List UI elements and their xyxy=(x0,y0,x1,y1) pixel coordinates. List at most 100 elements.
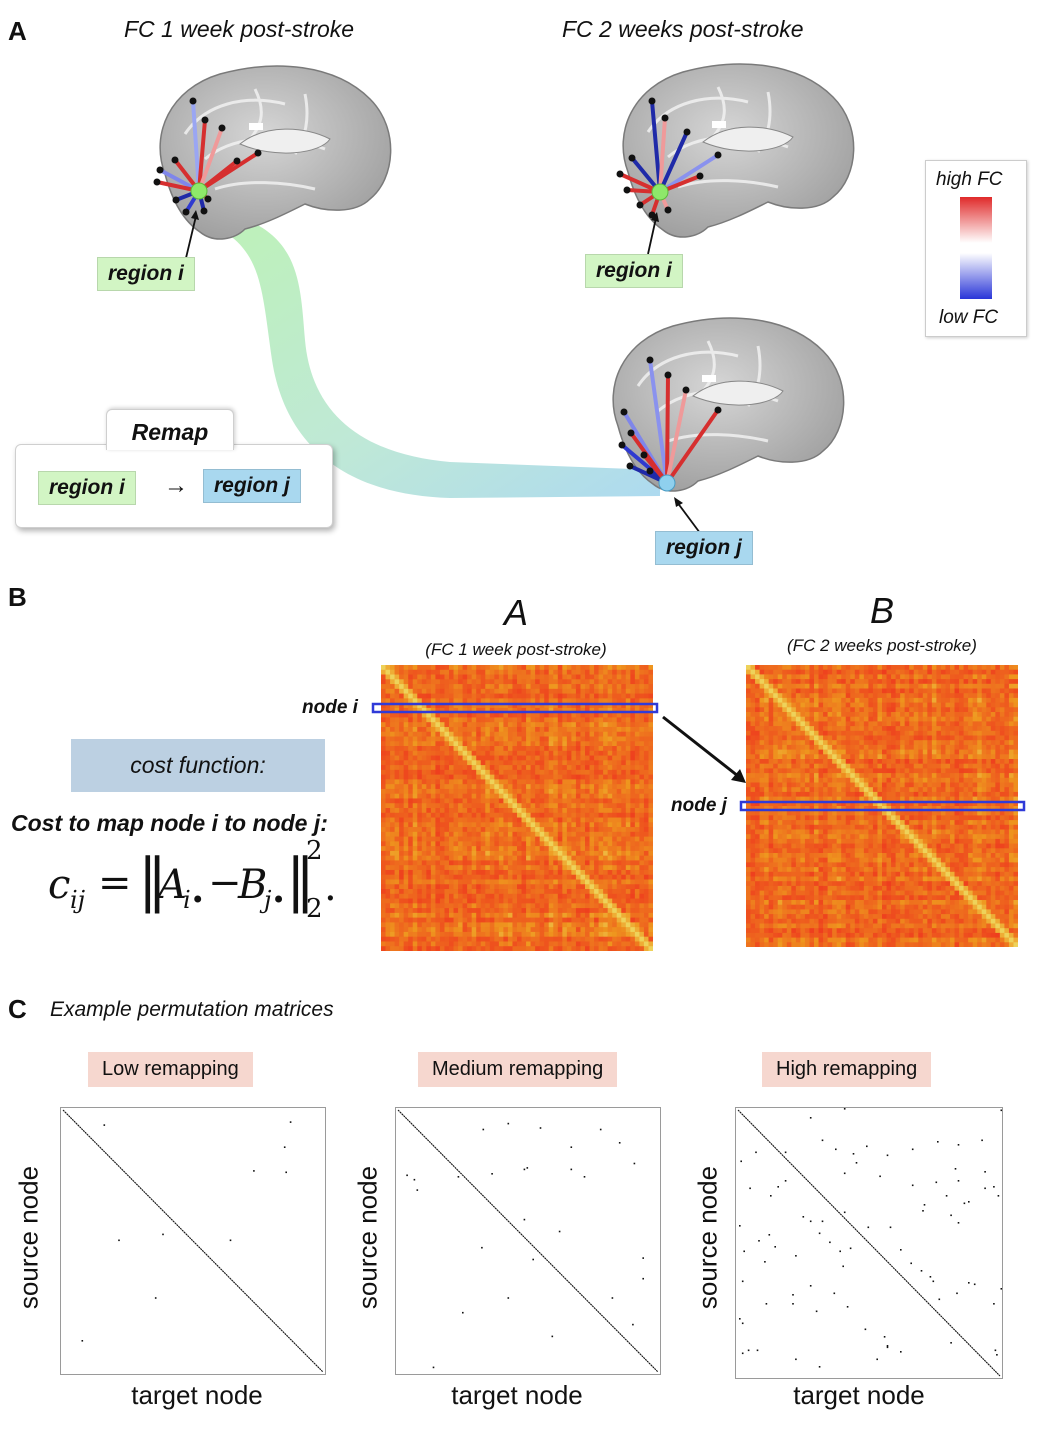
heatmap-cell xyxy=(580,755,586,761)
heatmap-cell xyxy=(603,717,608,723)
heatmap-cell xyxy=(548,841,554,847)
heatmap-cell xyxy=(530,698,536,704)
heatmap-cell xyxy=(575,793,581,799)
heatmap-cell xyxy=(553,927,559,933)
heatmap-cell xyxy=(630,841,636,847)
heatmap-cell xyxy=(512,693,518,699)
heatmap-cell xyxy=(503,717,509,723)
heatmap-cell xyxy=(557,898,563,904)
heatmap-cell xyxy=(526,836,531,842)
heatmap-cell xyxy=(439,774,445,780)
heatmap-cell xyxy=(458,765,463,771)
heatmap-cell xyxy=(648,712,653,718)
heatmap-cell xyxy=(449,722,454,728)
heatmap-cell xyxy=(498,865,504,871)
heatmap-cell xyxy=(421,726,427,733)
heatmap-cell xyxy=(439,822,445,828)
heatmap-cell xyxy=(648,931,653,937)
heatmap-cell xyxy=(430,684,436,690)
heatmap-cell xyxy=(403,889,409,895)
heatmap-cell xyxy=(616,927,622,933)
heatmap-cell xyxy=(426,736,432,742)
heatmap-cell xyxy=(435,698,441,704)
heatmap-cell xyxy=(507,860,513,866)
heatmap-cell xyxy=(630,812,636,818)
heatmap-cell xyxy=(621,850,627,856)
heatmap-cell xyxy=(625,903,631,909)
heatmap-cell xyxy=(421,774,427,780)
heatmap-cell xyxy=(589,869,595,876)
heatmap-cell xyxy=(390,722,395,728)
heatmap-cell xyxy=(621,898,627,904)
heatmap-cell xyxy=(548,884,554,890)
heatmap-cell xyxy=(544,693,550,699)
heatmap-cell xyxy=(458,846,463,852)
heatmap-cell xyxy=(512,846,518,852)
heatmap-cell xyxy=(494,769,500,775)
heatmap-cell xyxy=(589,908,595,914)
heatmap-cell xyxy=(530,931,536,937)
heatmap-cell xyxy=(589,936,595,942)
heatmap-cell xyxy=(390,803,395,809)
heatmap-cell xyxy=(399,941,404,947)
heatmap-cell xyxy=(476,679,482,685)
heatmap-cell xyxy=(417,736,423,742)
heatmap-cell xyxy=(566,741,572,747)
heatmap-cell xyxy=(571,922,577,928)
heatmap-cell xyxy=(476,908,482,914)
heatmap-cell xyxy=(449,784,454,790)
heatmap-cell xyxy=(385,703,391,709)
heatmap-cell xyxy=(648,893,653,899)
heatmap-cell xyxy=(512,669,518,675)
heatmap-cell xyxy=(643,860,649,866)
heatmap-cell xyxy=(412,726,418,733)
heatmap-cell xyxy=(585,674,590,680)
heatmap-cell xyxy=(557,927,563,933)
heatmap-cell xyxy=(503,912,509,918)
heatmap-cell xyxy=(517,903,522,909)
heatmap-cell xyxy=(507,769,513,775)
heatmap-cell xyxy=(580,750,586,756)
heatmap-cell xyxy=(598,693,604,699)
heatmap-cell xyxy=(430,831,436,837)
heatmap-cell xyxy=(621,717,627,723)
heatmap-cell xyxy=(589,693,595,699)
heatmap-cell xyxy=(403,784,409,790)
heatmap-cell xyxy=(417,922,423,928)
heatmap-cell xyxy=(381,831,386,837)
heatmap-cell xyxy=(426,874,432,880)
heatmap-cell xyxy=(562,822,568,828)
heatmap-cell xyxy=(385,941,391,947)
heatmap-cell xyxy=(390,760,395,766)
heatmap-cell xyxy=(598,665,604,671)
heatmap-cell xyxy=(566,827,572,833)
heatmap-cell xyxy=(494,665,500,671)
heatmap-cell xyxy=(612,879,618,885)
heatmap-cell xyxy=(639,893,645,899)
heatmap-cell xyxy=(426,922,432,928)
heatmap-cell xyxy=(444,717,450,723)
heatmap-cell xyxy=(566,884,572,890)
heatmap-cell xyxy=(467,922,472,928)
heatmap-cell xyxy=(517,693,522,699)
fc-endpoints-week1 xyxy=(153,97,262,216)
heatmap-cell xyxy=(535,717,540,723)
heatmap-cell xyxy=(381,679,386,685)
heatmap-cell xyxy=(589,812,595,818)
heatmap-cell xyxy=(453,912,459,918)
node-j xyxy=(658,474,676,492)
heatmap-cell xyxy=(639,903,645,909)
heatmap-cell xyxy=(449,850,454,856)
heatmap-cell xyxy=(639,717,645,723)
heatmap-cell xyxy=(494,803,500,809)
heatmap-cell xyxy=(571,750,577,756)
heatmap-cell xyxy=(403,684,409,690)
heatmap-cell xyxy=(580,731,586,737)
heatmap-cell xyxy=(517,750,522,756)
heatmap-cell xyxy=(498,927,504,933)
heatmap-cell xyxy=(444,731,450,737)
heatmap-cell xyxy=(648,803,653,809)
heatmap-cell xyxy=(634,731,640,737)
heatmap-cell xyxy=(512,831,518,837)
heatmap-cell xyxy=(412,688,418,694)
